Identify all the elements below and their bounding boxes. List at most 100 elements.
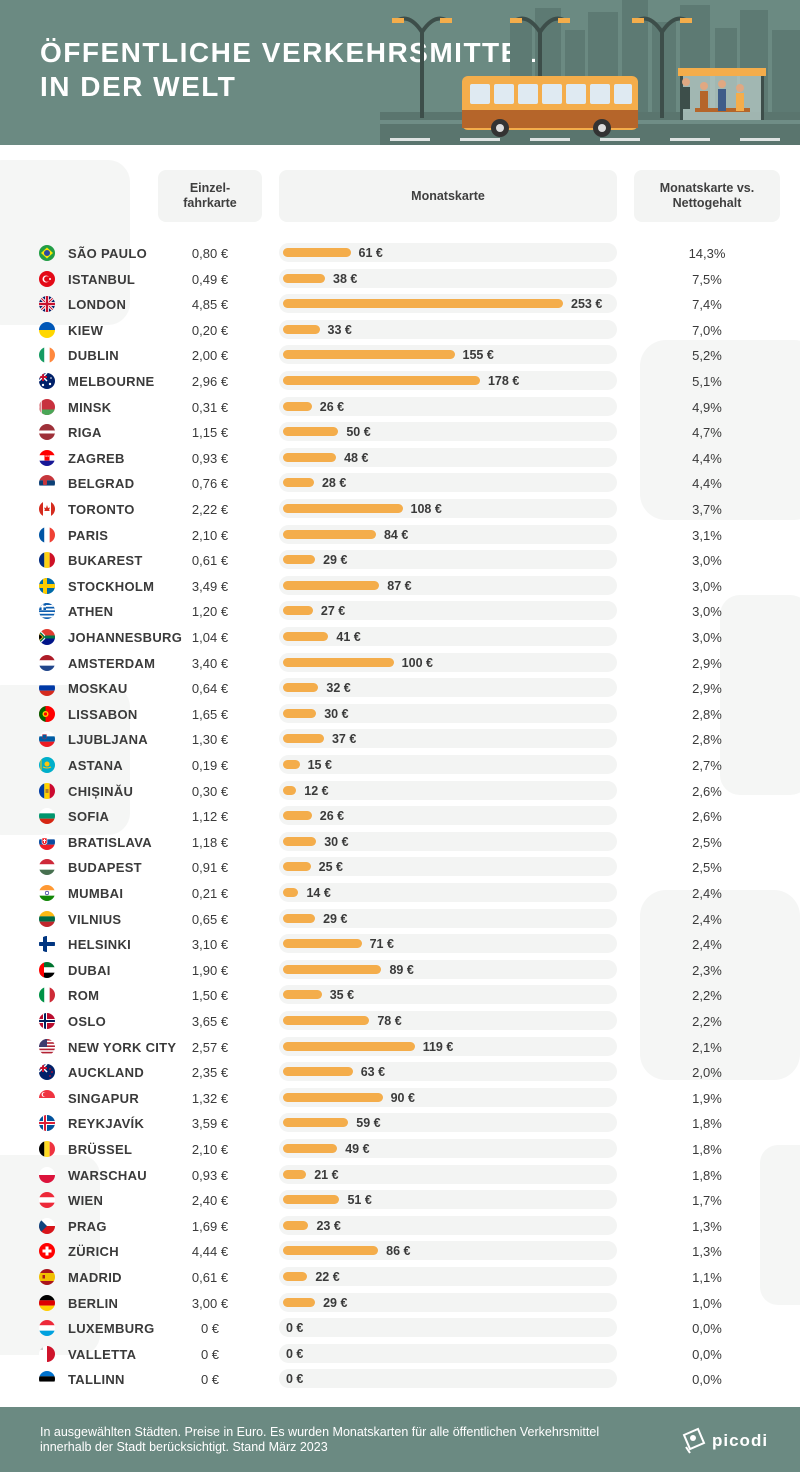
city-name: MADRID	[68, 1270, 122, 1285]
salary-ratio: 2,3%	[692, 962, 722, 978]
monthly-ticket-label: 29 €	[323, 1295, 348, 1310]
city-name: BERLIN	[68, 1295, 119, 1311]
salary-ratio: 1,0%	[692, 1295, 722, 1311]
table-row: BERLIN 3,00 € 29 € 1,0%	[0, 1290, 800, 1316]
table-row: AUCKLAND 2,35 € 63 € 2,0%	[0, 1059, 800, 1085]
salary-ratio: 4,4%	[692, 476, 722, 492]
bar-track	[279, 499, 617, 518]
single-ticket-price: 2,10 €	[191, 1142, 229, 1157]
city-name: SINGAPUR	[68, 1090, 140, 1106]
monthly-ticket-bar	[283, 299, 563, 309]
flag-pl-icon	[39, 1166, 55, 1183]
city-name: VALLETTA	[68, 1346, 137, 1362]
flag-hu-icon	[39, 859, 55, 876]
monthly-ticket-bar	[283, 1169, 307, 1179]
single-ticket-price: 0,30 €	[191, 783, 229, 799]
monthly-ticket-bar	[283, 504, 403, 513]
bar-track	[279, 678, 617, 698]
flag-za-icon	[39, 629, 55, 645]
monthly-ticket-bar	[283, 1195, 340, 1205]
city-name: TORONTO	[68, 502, 135, 517]
city-name: BRATISLAVA	[68, 834, 152, 850]
monthly-ticket-bar	[283, 862, 311, 872]
monthly-ticket-label: 30 €	[324, 706, 349, 721]
monthly-ticket-bar	[283, 273, 326, 283]
city-name: AMSTERDAM	[68, 655, 156, 671]
monthly-ticket-label: 78 €	[377, 1014, 402, 1028]
bar-track	[279, 883, 617, 902]
salary-ratio: 5,2%	[692, 348, 722, 364]
salary-ratio: 2,8%	[692, 706, 722, 722]
single-ticket-price: 3,49 €	[191, 578, 229, 594]
city-name: BUKAREST	[68, 553, 143, 569]
monthly-ticket-label: 178 €	[487, 374, 520, 388]
bar-track	[279, 319, 617, 339]
salary-ratio: 2,5%	[692, 860, 722, 876]
single-ticket-price: 0,64 €	[191, 681, 229, 697]
salary-ratio: 2,0%	[692, 1065, 722, 1081]
monthly-ticket-label: 28 €	[321, 476, 347, 491]
column-header-single-ticket: Einzel- fahrkarte	[158, 170, 262, 222]
bar-track	[279, 652, 617, 672]
monthly-ticket-label: 0 €	[286, 1372, 304, 1387]
bar-track	[279, 780, 617, 800]
monthly-ticket-bar	[283, 1272, 308, 1281]
page-title: ÖFFENTLICHE VERKEHRSMITTEL IN DER WELT	[40, 36, 539, 104]
logo-icon	[682, 1427, 706, 1454]
monthly-ticket-label: 22 €	[315, 1270, 340, 1284]
salary-ratio: 2,6%	[692, 809, 722, 825]
salary-ratio: 3,0%	[692, 604, 722, 620]
city-name: MINSK	[68, 399, 112, 415]
salary-ratio: 2,5%	[692, 834, 722, 850]
bar-track	[279, 422, 617, 442]
flag-lu-icon	[39, 1320, 55, 1337]
city-name: STOCKHOLM	[68, 578, 155, 594]
city-name: JOHANNESBURG	[68, 630, 183, 645]
flag-cz-icon	[39, 1217, 55, 1234]
single-ticket-price: 1,18 €	[191, 834, 229, 850]
header-banner: ÖFFENTLICHE VERKEHRSMITTEL IN DER WELT	[0, 0, 800, 145]
monthly-ticket-label: 26 €	[319, 399, 345, 414]
table-row: MOSKAU 0,64 € 32 € 2,9%	[0, 675, 800, 701]
flag-lt-icon	[39, 910, 55, 927]
table-row: KIEW 0,20 € 33 € 7,0%	[0, 317, 800, 343]
city-name: OSLO	[68, 1014, 107, 1029]
flag-ro-icon	[39, 552, 55, 569]
single-ticket-price: 0 €	[200, 1346, 220, 1362]
single-ticket-price: 2,57 €	[191, 1039, 229, 1055]
single-ticket-price: 0,20 €	[191, 322, 229, 338]
column-header-monthly-vs-salary: Monatskarte vs. Nettogehalt	[634, 170, 780, 222]
flag-by-icon	[39, 398, 55, 415]
monthly-ticket-label: 14 €	[306, 886, 331, 900]
salary-ratio: 2,8%	[692, 732, 722, 748]
single-ticket-price: 0,31 €	[191, 399, 229, 415]
table-row: DUBLIN 2,00 € 155 € 5,2%	[0, 342, 800, 368]
bar-track	[279, 1087, 617, 1107]
table-row: JOHANNESBURG 1,04 € 41 € 3,0%	[0, 624, 800, 650]
table-row: BRATISLAVA 1,18 € 30 € 2,5%	[0, 829, 800, 855]
table-row: BELGRAD 0,76 € 28 € 4,4%	[0, 470, 800, 496]
city-name: TALLINN	[68, 1372, 125, 1388]
monthly-ticket-label: 48 €	[344, 450, 369, 465]
city-name: PARIS	[68, 527, 109, 543]
flag-de-icon	[39, 1294, 55, 1311]
bar-track	[279, 601, 617, 621]
monthly-ticket-bar	[283, 580, 380, 590]
monthly-ticket-bar	[283, 555, 316, 565]
single-ticket-price: 0,49 €	[191, 271, 229, 287]
monthly-ticket-bar	[283, 1067, 353, 1077]
flag-au-icon	[39, 373, 55, 389]
city-name: ZAGREB	[68, 450, 125, 466]
single-ticket-price: 0,80 €	[191, 246, 229, 261]
single-ticket-price: 1,32 €	[191, 1090, 229, 1106]
salary-ratio: 2,2%	[692, 1014, 722, 1029]
footer-note: In ausgewählten Städten. Preise in Euro.…	[40, 1425, 600, 1454]
salary-ratio: 1,8%	[692, 1142, 722, 1157]
table-row: TALLINN 0 € 0 € 0,0%	[0, 1366, 800, 1392]
monthly-ticket-label: 253 €	[571, 297, 603, 312]
bar-track	[279, 268, 617, 288]
table-row: ZAGREB 0,93 € 48 € 4,4%	[0, 445, 800, 471]
table-row: PRAG 1,69 € 23 € 1,3%	[0, 1213, 800, 1239]
monthly-ticket-bar	[283, 708, 317, 718]
monthly-ticket-label: 23 €	[316, 1218, 341, 1233]
